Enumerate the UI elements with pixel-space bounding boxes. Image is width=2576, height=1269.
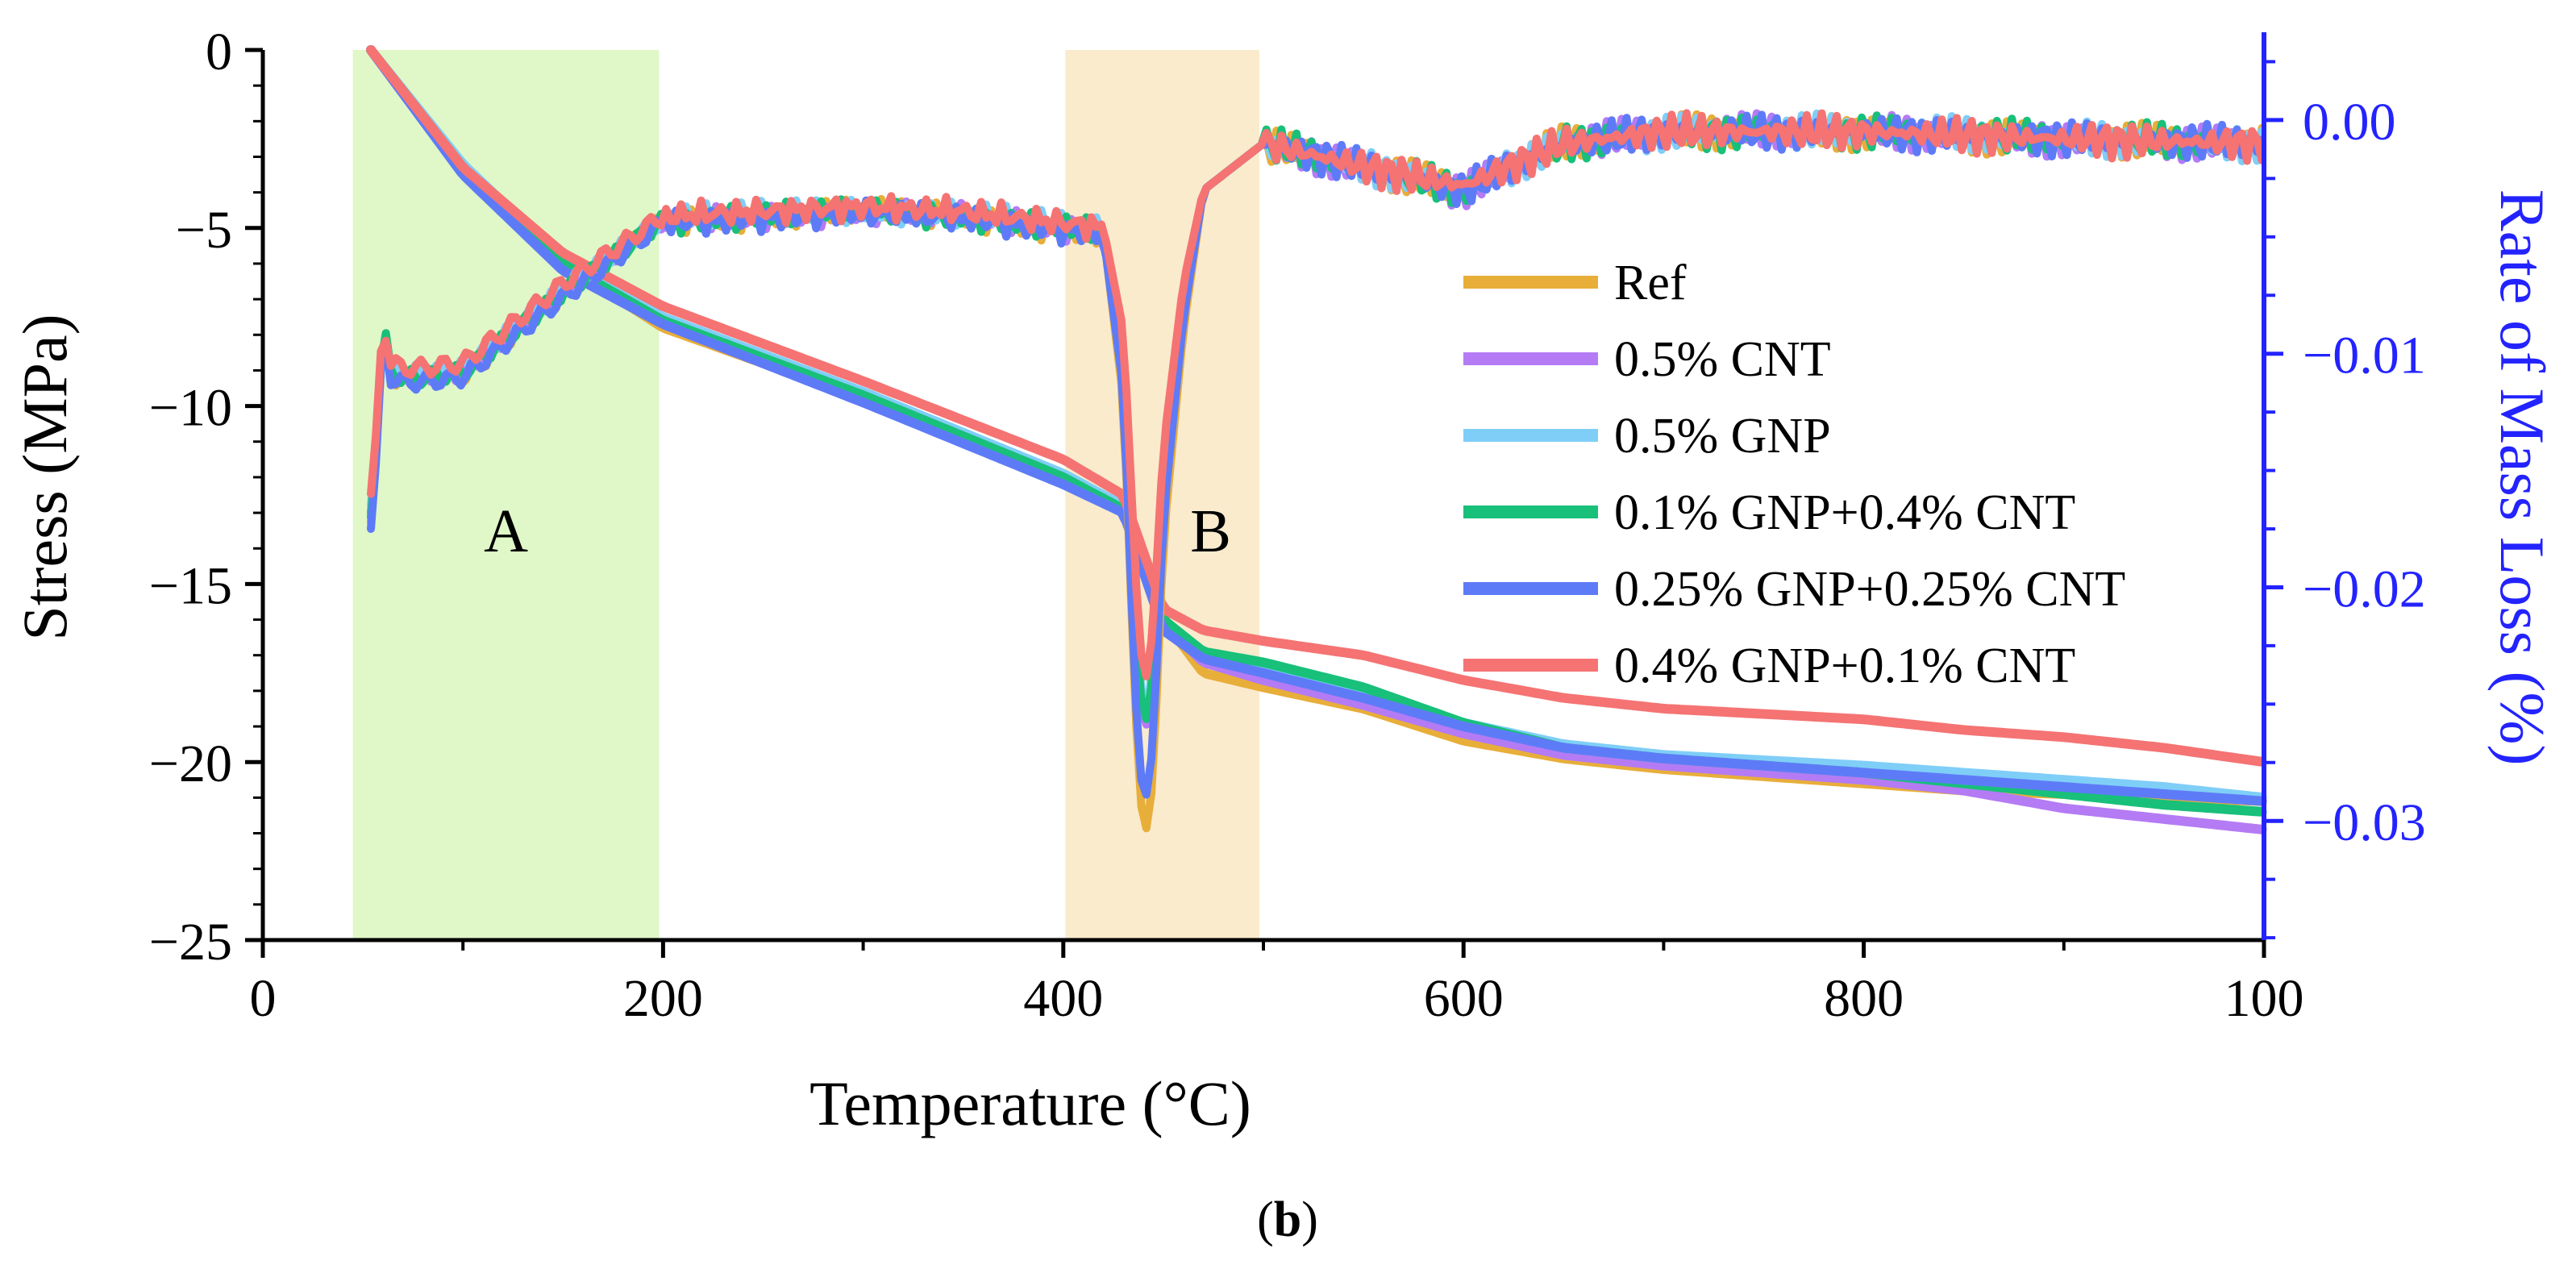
x-tick-label-0: 0 xyxy=(250,969,277,1028)
region-label-b: B xyxy=(1190,497,1231,565)
legend: Ref 0.5% CNT 0.5% GNP 0.1% GNP+0.4% CNT 0.25… xyxy=(1463,256,2125,693)
y-left-tick-label-5: −25 xyxy=(149,913,232,972)
mass-loss-line-0-4pct-gnp-plus-0-1pct-cnt xyxy=(367,109,2266,680)
x-tick-label-1000: 100 xyxy=(2224,969,2304,1028)
region-a xyxy=(352,50,660,940)
y-left-tick-label-2: −10 xyxy=(149,379,232,438)
y-right-tick-label-2: −0.02 xyxy=(2303,560,2426,618)
caption-open-paren: ( xyxy=(1257,1192,1274,1247)
legend-label-0-4pct-gnp-plus-0-1pct-cnt: 0.4% GNP+0.1% CNT xyxy=(1614,639,2075,693)
y-right-tick-label-0: 0.00 xyxy=(2303,93,2396,152)
x-tick-label-600: 600 xyxy=(1424,969,1504,1028)
region-label-a: A xyxy=(484,497,528,565)
stress-line-0-4pct-gnp-plus-0-1pct-cnt xyxy=(366,45,2267,767)
y-left-tick-label-4: −20 xyxy=(149,734,232,793)
stress-line-0-25pct-gnp-plus-0-25pct-cnt xyxy=(366,45,2267,806)
ticks: 0 200 400 600 800 1000−5−10−15−20−250.00−0.01… xyxy=(149,23,2426,1028)
y-left-tick-label-3: −15 xyxy=(149,556,232,615)
x-tick-label-800: 800 xyxy=(1824,969,1904,1028)
legend-label-0-5pct-gnp: 0.5% GNP xyxy=(1614,409,1831,464)
legend-label-0-5pct-cnt: 0.5% CNT xyxy=(1614,332,1831,387)
legend-label-ref: Ref xyxy=(1614,256,1687,310)
legend-label-0-25pct-gnp-plus-0-25pct-cnt: 0.25% GNP+0.25% CNT xyxy=(1614,562,2125,617)
y-left-tick-label-0: 0 xyxy=(206,23,232,81)
y-right-tick-label-1: −0.01 xyxy=(2303,327,2426,385)
left-axis-title: Stress (MPa) xyxy=(10,314,80,640)
legend-label-0-1pct-gnp-plus-0-4pct-cnt: 0.1% GNP+0.4% CNT xyxy=(1614,485,2075,540)
x-axis-title: Temperature (°C) xyxy=(809,1068,1251,1138)
figure-caption: (b) xyxy=(1257,1192,1318,1247)
y-right-tick-label-3: −0.03 xyxy=(2303,793,2426,852)
x-tick-label-200: 200 xyxy=(623,969,703,1028)
caption-close-paren: ) xyxy=(1301,1192,1318,1247)
x-tick-label-400: 400 xyxy=(1023,969,1103,1028)
y-left-tick-label-1: −5 xyxy=(176,201,232,260)
caption-letter: b xyxy=(1274,1192,1301,1247)
right-axis-title: Rate of Mass Loss (%) xyxy=(2487,189,2557,766)
series-lines xyxy=(366,45,2267,834)
